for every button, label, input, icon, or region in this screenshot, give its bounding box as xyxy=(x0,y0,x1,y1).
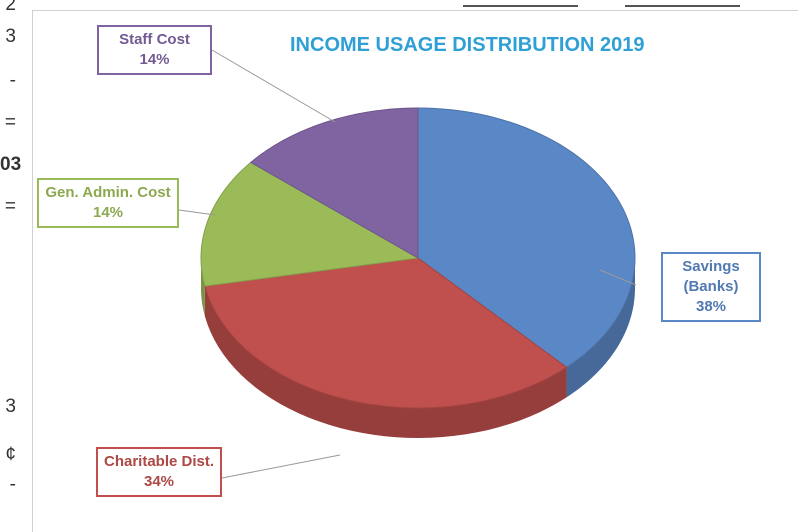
margin-text: - xyxy=(9,474,16,495)
value-label: 38% xyxy=(695,298,727,315)
data-label: Staff Cost 14% xyxy=(97,25,212,75)
slice-side xyxy=(566,258,635,398)
leader-line xyxy=(211,49,336,123)
pie-slice xyxy=(200,161,420,287)
margin-text: = xyxy=(4,112,16,133)
margin-text: = xyxy=(4,196,16,217)
slice-side xyxy=(204,286,567,438)
margin-text: - xyxy=(9,70,16,91)
legend-entry: Charitable Dist. xyxy=(103,453,215,470)
margin-text: 3 xyxy=(5,26,16,47)
legend-entry: Gen. Admin. Cost xyxy=(45,184,171,201)
margin-text: ¢ xyxy=(5,444,16,465)
margin-text: 03 xyxy=(0,154,22,175)
pie-slice xyxy=(249,107,419,259)
legend-entry: Savings (Banks) xyxy=(682,258,740,295)
legend-entry: Staff Cost xyxy=(119,31,190,48)
data-label: Savings (Banks) 38% xyxy=(661,252,761,322)
value-label: 34% xyxy=(143,473,175,490)
data-label: Charitable Dist. 34% xyxy=(96,447,222,497)
pie-slice xyxy=(204,257,568,409)
leader-line xyxy=(599,269,637,286)
margin-text: 2 xyxy=(5,0,16,15)
leader-line xyxy=(221,454,341,479)
leader-line xyxy=(178,209,216,216)
value-label: 14% xyxy=(92,204,124,221)
chart-title: INCOME USAGE DISTRIBUTION 2019 xyxy=(290,34,645,56)
value-label: 14% xyxy=(139,51,170,68)
margin-text: 3 xyxy=(5,396,16,417)
pie-slice xyxy=(417,107,636,368)
data-label: Gen. Admin. Cost 14% xyxy=(37,178,179,228)
